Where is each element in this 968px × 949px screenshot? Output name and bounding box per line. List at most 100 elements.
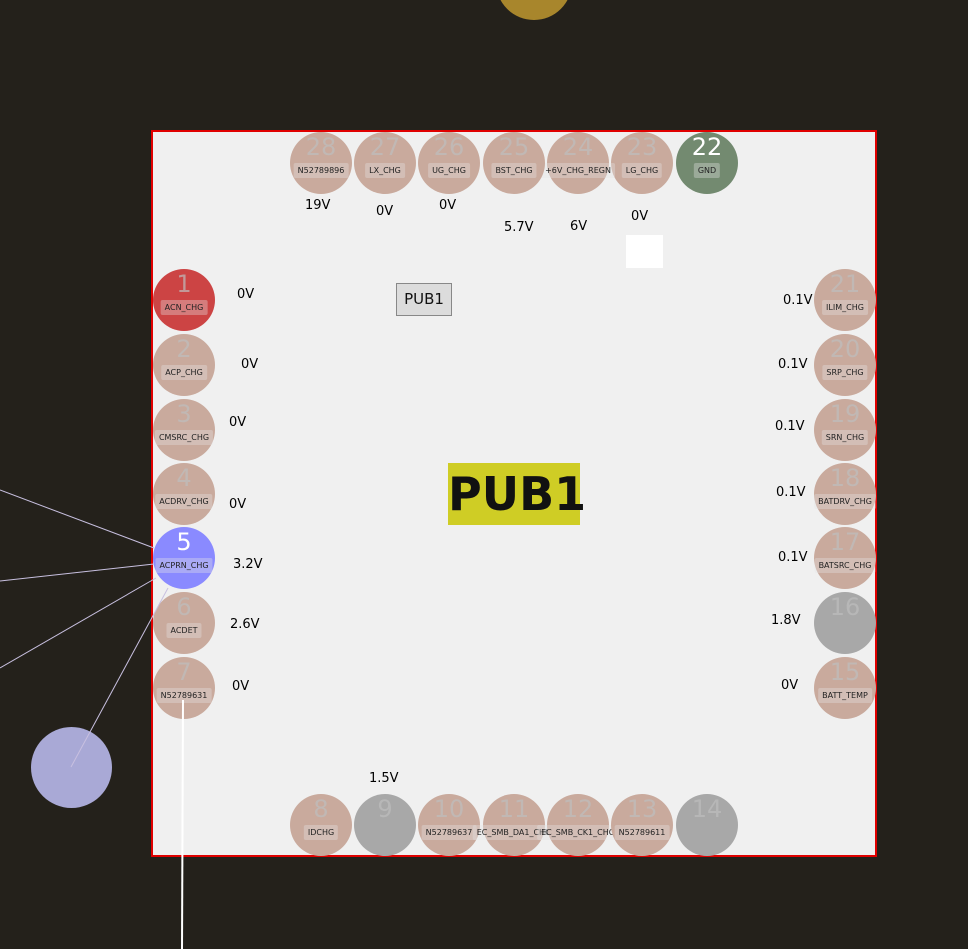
pin-number: 2 [176, 335, 192, 363]
pin-voltage: 3.2V [233, 557, 263, 572]
marker-box [626, 235, 663, 268]
pin-voltage: 0V [229, 497, 247, 512]
pin-20[interactable]: 20 SRP_CHG [814, 334, 876, 396]
pin-21[interactable]: 21 ILIM_CHG [814, 269, 876, 331]
pin-number: 4 [176, 464, 192, 492]
pin-number: 21 [829, 270, 861, 298]
pin-15[interactable]: 15 BATT_TEMP [814, 657, 876, 719]
pin-net-label: CMSRC_CHG [154, 430, 214, 445]
net-line [70, 587, 169, 768]
pin-voltage: 0V [781, 678, 799, 693]
pin-18[interactable]: 18 BATDRV_CHG [814, 463, 876, 525]
pin-11[interactable]: 11 EC_SMB_DA1_CHG [472, 794, 556, 856]
pin-net-label: N52789631 [156, 688, 212, 703]
pin-net-label: N52789896 [293, 163, 349, 178]
pin-net-label: SRP_CHG [822, 365, 868, 380]
pin-8[interactable]: 8 IDCHG [290, 794, 352, 856]
pin-19[interactable]: 19 SRN_CHG [814, 399, 876, 461]
pin-net-label: BST_CHG [491, 163, 537, 178]
pin-voltage: 5.7V [504, 220, 534, 235]
net-line [0, 577, 157, 669]
pin-6[interactable]: 6 ACDET [153, 592, 215, 654]
pin-net-label: N52789637 [421, 825, 477, 840]
pin-number: 5 [176, 528, 192, 556]
pin-net-label: SRN_CHG [821, 430, 869, 445]
pin-number: 14 [691, 795, 723, 823]
pin-number: 9 [377, 795, 393, 823]
component-ref-highlight[interactable]: PUB1 [448, 463, 586, 525]
pin-10[interactable]: 10 N52789637 [418, 794, 480, 856]
pin-9[interactable]: 9 [354, 794, 416, 856]
net-line [0, 563, 155, 582]
pin-number: 25 [498, 133, 530, 161]
pin-net-label: ACP_CHG [161, 365, 207, 380]
pin-voltage: 0V [241, 357, 259, 372]
net-line [0, 489, 155, 549]
pin-voltage: 0V [229, 415, 247, 430]
pin-number: 3 [176, 400, 192, 428]
pin-net-label: ACDRV_CHG [155, 494, 213, 509]
pin-voltage: 6V [570, 219, 588, 234]
pin-13[interactable]: 13 N52789611 [611, 794, 673, 856]
pin-voltage: 0V [631, 209, 649, 224]
pin-number: 13 [626, 795, 658, 823]
pin-net-label: BATSRC_CHG [814, 558, 876, 573]
pin-7[interactable]: 7 N52789631 [153, 657, 215, 719]
pin-28[interactable]: 28 N52789896 [290, 132, 352, 194]
pin-number: 22 [691, 133, 723, 161]
pin-4[interactable]: 4 ACDRV_CHG [153, 463, 215, 525]
pin-number: 1 [176, 270, 192, 298]
pin-voltage: 0V [237, 287, 255, 302]
pin-net-label: +6V_CHG_REGN [541, 163, 615, 178]
pin-24[interactable]: 24 +6V_CHG_REGN [541, 132, 615, 194]
pin-net-label: LX_CHG [365, 163, 405, 178]
pin-number: 18 [829, 464, 861, 492]
pin-voltage: 0.1V [775, 419, 805, 434]
pin-27[interactable]: 27 LX_CHG [354, 132, 416, 194]
pin-17[interactable]: 17 BATSRC_CHG [814, 527, 876, 589]
pin-3[interactable]: 3 CMSRC_CHG [153, 399, 215, 461]
pin-number: 19 [829, 400, 861, 428]
pin-number: 28 [305, 133, 337, 161]
pin-net-label: UG_CHG [428, 163, 470, 178]
pin-voltage: 0V [232, 679, 250, 694]
pin-net-label: BATDRV_CHG [814, 494, 876, 509]
pin-number: 17 [829, 528, 861, 556]
pin-26[interactable]: 26 UG_CHG [418, 132, 480, 194]
trace [181, 699, 184, 949]
pin-14[interactable]: 14 [676, 794, 738, 856]
pin-number: 15 [829, 658, 861, 686]
pin-number: 27 [369, 133, 401, 161]
pin-voltage: 0.1V [778, 357, 808, 372]
pin-number: 7 [176, 658, 192, 686]
pin-number: 16 [829, 593, 861, 621]
connected-pad[interactable] [31, 727, 112, 808]
pin-number: 24 [562, 133, 594, 161]
pin-voltage: 0.1V [783, 293, 813, 308]
pin-23[interactable]: 23 LG_CHG [611, 132, 673, 194]
pin-number: 11 [498, 795, 530, 823]
pin-22[interactable]: 22 GND [676, 132, 738, 194]
pin-net-label: IDCHG [303, 825, 339, 840]
pin-2[interactable]: 2 ACP_CHG [153, 334, 215, 396]
component-ref-label[interactable]: PUB1 [396, 283, 452, 316]
pin-16[interactable]: 16 [814, 592, 876, 654]
pin-number: 12 [562, 795, 594, 823]
pin-1[interactable]: 1 ACN_CHG [153, 269, 215, 331]
pin-voltage: 0V [439, 198, 457, 213]
pin-net-label: GND [693, 163, 721, 178]
pin-5[interactable]: 5 ACPRN_CHG [153, 527, 215, 589]
pin-voltage: 1.8V [771, 613, 801, 628]
pin-voltage: 1.5V [369, 771, 399, 786]
pin-net-label: ILIM_CHG [822, 300, 868, 315]
pin-number: 8 [313, 795, 329, 823]
pin-net-label: ACDET [166, 623, 202, 638]
pin-net-label: ACPRN_CHG [155, 558, 213, 573]
pin-12[interactable]: 12 EC_SMB_CK1_CHG [537, 794, 619, 856]
pin-net-label: EC_SMB_DA1_CHG [472, 825, 556, 840]
pin-number: 6 [176, 593, 192, 621]
pin-number: 20 [829, 335, 861, 363]
pin-net-label: EC_SMB_CK1_CHG [537, 825, 619, 840]
pin-25[interactable]: 25 BST_CHG [483, 132, 545, 194]
pin-voltage: 2.6V [230, 617, 260, 632]
